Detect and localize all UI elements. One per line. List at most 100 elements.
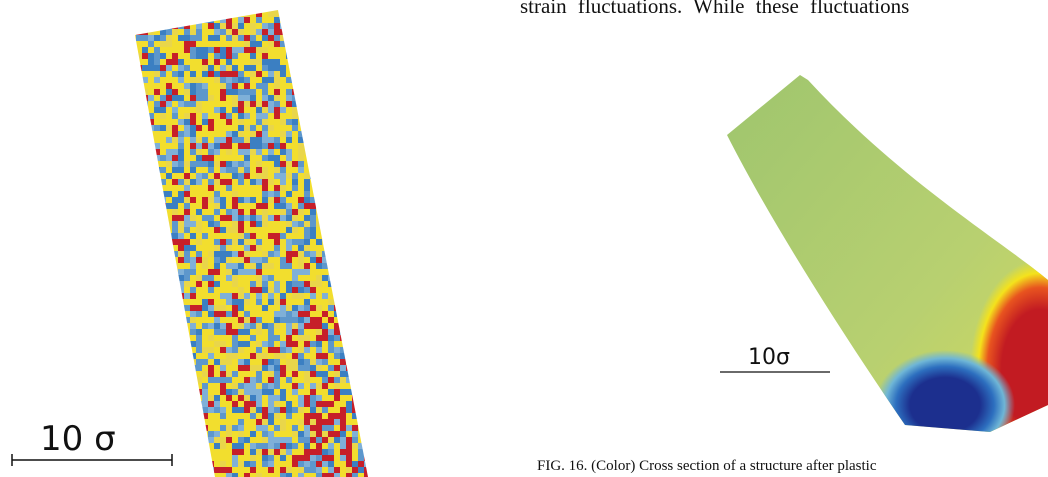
speckle-cell [208, 209, 214, 215]
speckle-cell [352, 359, 358, 365]
speckle-cell [268, 431, 274, 437]
speckle-cell [274, 191, 280, 197]
speckle-cell [184, 233, 190, 239]
speckle-cell [340, 11, 346, 17]
speckle-cell [220, 23, 226, 29]
speckle-cell [316, 407, 322, 413]
speckle-cell [208, 413, 214, 419]
speckle-cell [328, 113, 334, 119]
speckle-cell [196, 359, 202, 365]
speckle-cell [202, 197, 208, 203]
speckle-cell [316, 23, 322, 29]
speckle-cell [214, 413, 220, 419]
speckle-cell [154, 461, 160, 467]
speckle-cell [286, 377, 292, 383]
speckle-cell [238, 23, 244, 29]
speckle-cell [292, 11, 298, 17]
speckle-cell [304, 335, 310, 341]
speckle-cell [262, 437, 268, 443]
speckle-cell [166, 437, 172, 443]
speckle-cell [310, 209, 316, 215]
speckle-cell [322, 173, 328, 179]
speckle-cell [280, 203, 286, 209]
speckle-cell [352, 77, 358, 83]
speckle-cell [256, 113, 262, 119]
speckle-cell [250, 203, 256, 209]
speckle-cell [334, 287, 340, 293]
speckle-cell [250, 191, 256, 197]
speckle-cell [196, 377, 202, 383]
speckle-cell [316, 131, 322, 137]
speckle-cell [250, 239, 256, 245]
speckle-cell [346, 59, 352, 65]
speckle-cell [322, 221, 328, 227]
speckle-cell [280, 329, 286, 335]
speckle-cell [166, 407, 172, 413]
speckle-cell [184, 89, 190, 95]
speckle-cell [238, 317, 244, 323]
speckle-cell [298, 161, 304, 167]
speckle-cell [172, 419, 178, 425]
speckle-cell [310, 221, 316, 227]
speckle-cell [364, 221, 370, 227]
speckle-cell [298, 77, 304, 83]
speckle-cell [268, 353, 274, 359]
speckle-cell [358, 161, 364, 167]
speckle-cell [340, 137, 346, 143]
speckle-cell [220, 461, 226, 467]
speckle-cell [304, 455, 310, 461]
speckle-cell [304, 401, 310, 407]
speckle-cell [178, 293, 184, 299]
speckle-cell [184, 23, 190, 29]
speckle-cell [202, 155, 208, 161]
speckle-cell [340, 467, 346, 473]
speckle-cell [142, 377, 148, 383]
speckle-cell [346, 71, 352, 77]
speckle-cell [340, 131, 346, 137]
speckle-cell [190, 77, 196, 83]
speckle-cell [202, 95, 208, 101]
speckle-cell [322, 335, 328, 341]
speckle-cell [370, 233, 376, 239]
speckle-cell [322, 23, 328, 29]
speckle-cell [268, 263, 274, 269]
speckle-cell [160, 11, 166, 17]
speckle-cell [148, 317, 154, 323]
speckle-cell [148, 413, 154, 419]
speckle-cell [262, 287, 268, 293]
speckle-cell [238, 473, 244, 477]
speckle-cell [202, 71, 208, 77]
speckle-cell [316, 161, 322, 167]
speckle-cell [154, 323, 160, 329]
speckle-cell [346, 125, 352, 131]
speckle-cell [178, 341, 184, 347]
speckle-cell [274, 203, 280, 209]
speckle-cell [328, 119, 334, 125]
speckle-cell [328, 149, 334, 155]
speckle-cell [358, 461, 364, 467]
speckle-cell [220, 173, 226, 179]
speckle-cell [304, 389, 310, 395]
speckle-cell [172, 263, 178, 269]
speckle-cell [334, 353, 340, 359]
speckle-cell [310, 359, 316, 365]
speckle-cell [256, 209, 262, 215]
speckle-cell [160, 311, 166, 317]
speckle-cell [352, 341, 358, 347]
speckle-cell [190, 413, 196, 419]
speckle-cell [196, 53, 202, 59]
speckle-cell [238, 173, 244, 179]
speckle-cell [328, 47, 334, 53]
speckle-cell [148, 281, 154, 287]
speckle-cell [268, 77, 274, 83]
speckle-cell [268, 467, 274, 473]
speckle-cell [142, 107, 148, 113]
speckle-cell [250, 329, 256, 335]
speckle-cell [196, 407, 202, 413]
speckle-cell [328, 335, 334, 341]
speckle-cell [160, 149, 166, 155]
speckle-cell [208, 263, 214, 269]
speckle-cell [148, 263, 154, 269]
speckle-cell [298, 95, 304, 101]
speckle-cell [370, 125, 376, 131]
